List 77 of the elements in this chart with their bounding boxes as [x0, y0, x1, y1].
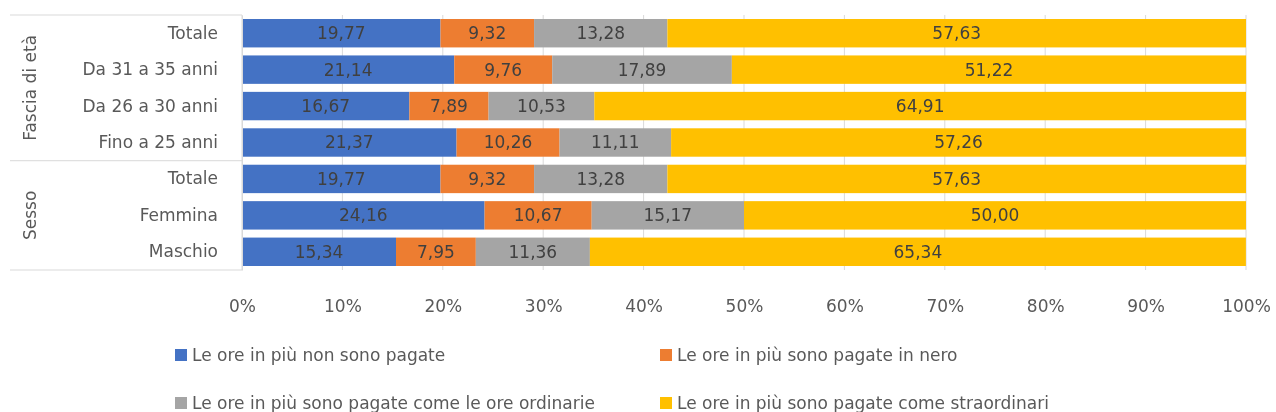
data-label: 64,91 [895, 96, 945, 117]
x-tick-label: 50% [725, 296, 764, 317]
bar [454, 55, 553, 84]
x-tick-label: 70% [926, 296, 965, 317]
bar [242, 201, 485, 230]
data-label: 15,34 [294, 241, 344, 262]
legend-label: Le ore in più sono pagate come straordinari [677, 392, 1049, 412]
data-label: 16,67 [301, 96, 351, 117]
data-label: 10,67 [513, 205, 563, 226]
x-tick-label: 20% [424, 296, 463, 317]
bar [440, 164, 535, 194]
data-label: 24,16 [338, 205, 388, 226]
data-label: 57,63 [932, 168, 982, 189]
bar [440, 19, 535, 48]
x-tick-label: 90% [1127, 296, 1165, 317]
data-label: 11,36 [508, 241, 558, 262]
y-tick-label: Da 26 a 30 anni [82, 95, 218, 116]
y-tick-label: Totale [166, 168, 218, 189]
data-label: 9,32 [468, 23, 507, 44]
data-label: 11,11 [591, 132, 640, 153]
y-tick-label: Fino a 25 anni [98, 131, 218, 152]
data-label: 21,14 [323, 59, 373, 80]
legend-label: Le ore in più sono pagate come le ore ordinarie [192, 392, 595, 412]
x-tick-label: 10% [324, 296, 362, 317]
bar [534, 164, 668, 194]
data-label: 9,76 [484, 59, 523, 80]
bar [552, 55, 732, 84]
bar [242, 91, 410, 121]
bar [242, 237, 397, 266]
x-tick-label: 0% [229, 296, 256, 317]
bar [456, 128, 560, 157]
x-tick-label: 30% [524, 296, 563, 317]
data-label: 7,95 [416, 241, 455, 262]
data-label: 50,00 [970, 205, 1020, 226]
x-tick-label: 60% [826, 296, 864, 317]
bar [589, 237, 1246, 266]
bar [534, 19, 668, 48]
bar [731, 55, 1247, 84]
data-label: 19,77 [316, 168, 366, 189]
x-tick-label: 40% [625, 296, 663, 317]
bar [559, 128, 672, 157]
x-tick-label: 80% [1026, 296, 1065, 317]
bar [484, 201, 592, 230]
data-label: 57,63 [932, 23, 982, 44]
bar [591, 201, 744, 230]
data-label: 7,89 [430, 96, 468, 117]
data-label: 57,26 [934, 132, 983, 153]
x-tick-label: 100% [1222, 296, 1271, 317]
data-label: 13,28 [576, 23, 626, 44]
bar [475, 237, 590, 266]
y-tick-label: Totale [166, 22, 218, 43]
text: Fascia di età [20, 34, 40, 141]
bar [667, 164, 1246, 194]
y-tick-label: Da 31 a 35 anni [82, 59, 218, 80]
y-tick-label: Maschio [148, 241, 218, 262]
data-label: 65,34 [893, 241, 943, 262]
data-label: 10,53 [517, 96, 566, 117]
bar [744, 201, 1246, 230]
data-label: 51,22 [964, 59, 1014, 80]
data-label: 21,37 [324, 132, 374, 153]
bar [242, 19, 441, 48]
bar [242, 128, 457, 157]
data-label: 15,17 [643, 205, 693, 226]
data-label: 17,89 [617, 59, 667, 80]
data-label: 13,28 [576, 168, 626, 189]
bar [671, 128, 1246, 157]
bar [242, 164, 441, 194]
data-label: 19,77 [316, 23, 366, 44]
y-tick-label: Femmina [139, 204, 218, 225]
text: Sesso [20, 190, 40, 241]
legend-label: Le ore in più sono pagate in nero [677, 344, 958, 365]
bar [594, 91, 1246, 121]
data-label: 10,26 [483, 132, 533, 153]
bar [242, 55, 455, 84]
legend-label: Le ore in più non sono pagate [192, 344, 446, 365]
bar [667, 19, 1246, 48]
data-label: 9,32 [468, 168, 507, 189]
